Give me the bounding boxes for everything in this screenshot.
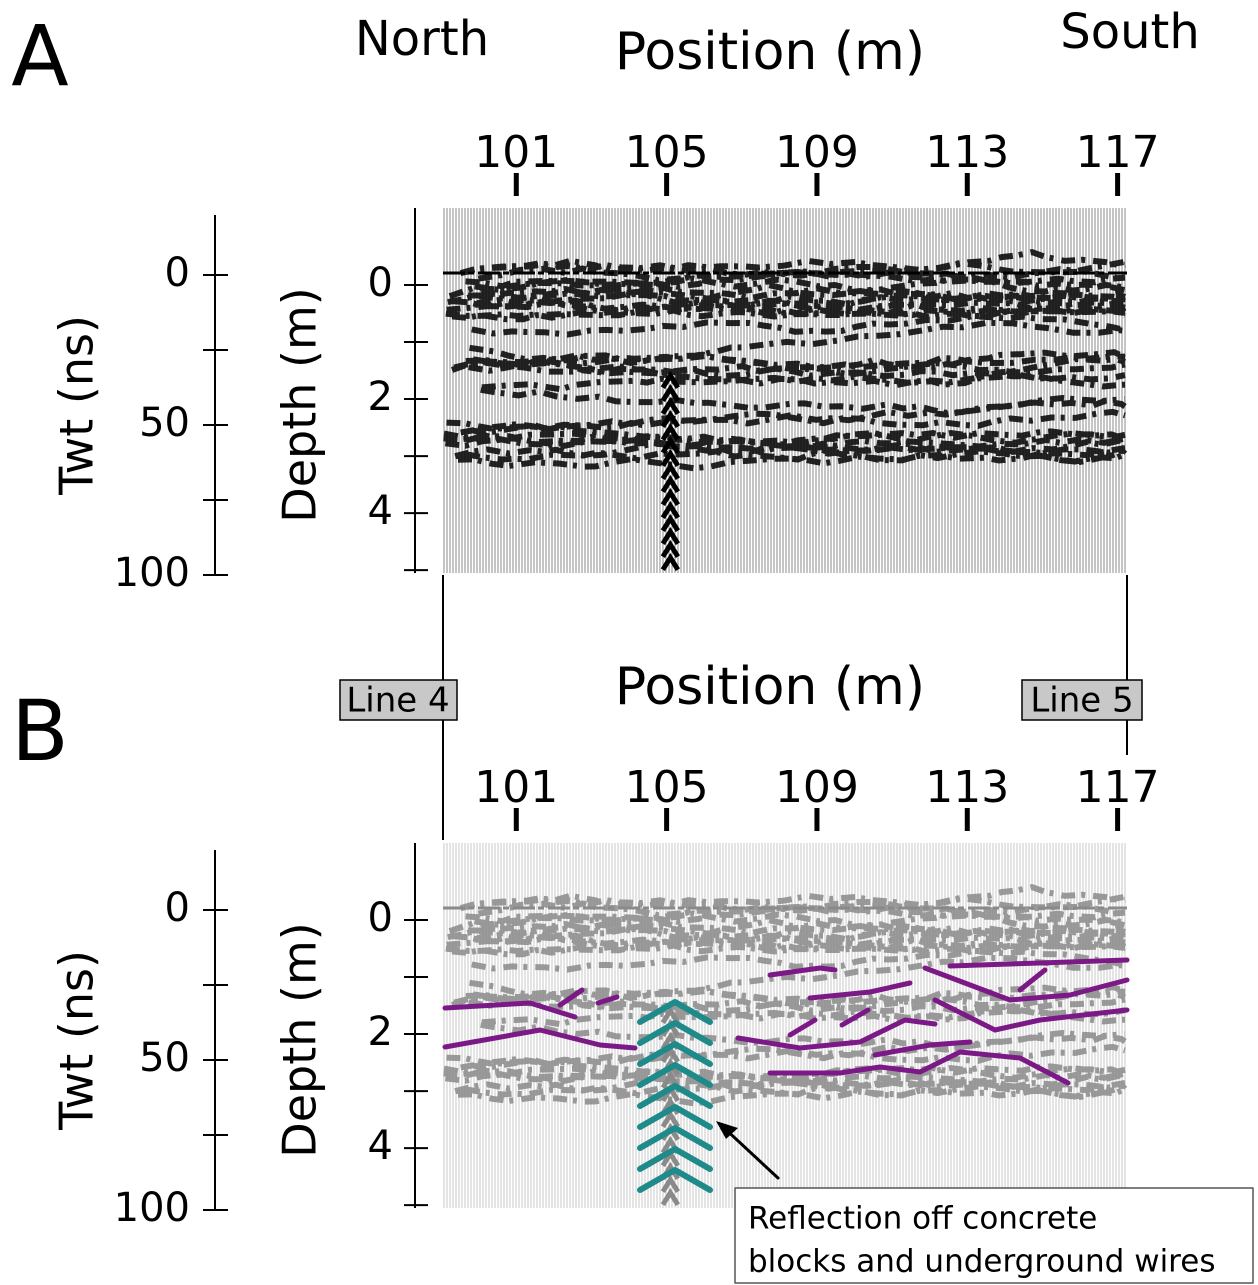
reflector — [442, 1027, 638, 1051]
chevron — [637, 1167, 713, 1193]
y2-axis-title: Twt (ns) — [50, 315, 104, 496]
y-tick-label: 4 — [368, 488, 393, 534]
x-tick-label: 113 — [925, 127, 1009, 178]
x-tick-label: 101 — [474, 127, 558, 178]
chevron — [637, 1062, 713, 1088]
chevron — [637, 999, 713, 1025]
reflector — [442, 1000, 578, 1020]
chevron — [637, 1041, 713, 1067]
x-tick-label: 105 — [625, 762, 709, 813]
reflector-lines — [442, 957, 1130, 1086]
x-tick-label: 109 — [775, 762, 859, 813]
direction-label: South — [1060, 4, 1200, 60]
annotation: Reflection off concrete — [748, 1201, 1097, 1237]
hyperbola-texture — [660, 370, 681, 571]
y2-tick-label: 0 — [165, 250, 190, 296]
hyperbola — [637, 999, 713, 1193]
y-axis-title: Depth (m) — [273, 922, 327, 1157]
x-tick-label: 117 — [1076, 127, 1160, 178]
reflection-texture — [443, 883, 1128, 1107]
interpretation — [442, 957, 1254, 1284]
link-box — [1021, 679, 1143, 721]
panel-label: B — [11, 682, 69, 780]
direction-label: North — [355, 11, 489, 67]
x-tick-label: 117 — [1076, 762, 1160, 813]
x-tick-label: 113 — [925, 762, 1009, 813]
annotation-box — [734, 1187, 1254, 1284]
y2-tick-label: 100 — [114, 1185, 190, 1231]
y-tick-label: 2 — [368, 374, 393, 420]
y2-axis-title: Twt (ns) — [50, 950, 104, 1131]
y-tick-label: 4 — [368, 1123, 393, 1169]
chevron — [637, 1083, 713, 1109]
reflector — [872, 1039, 973, 1058]
chevron — [637, 1020, 713, 1046]
chevron — [637, 1146, 713, 1172]
reflector — [557, 987, 585, 1008]
reflector — [1017, 967, 1048, 993]
panel-label: A — [11, 7, 68, 105]
y2-tick-label: 50 — [139, 400, 190, 446]
reflector — [767, 1049, 1071, 1086]
y-axis-title: Depth (m) — [273, 287, 327, 522]
reflection-texture — [443, 248, 1128, 472]
arrow — [720, 1124, 780, 1180]
y-tick-label: 2 — [368, 1009, 393, 1055]
reflector — [807, 980, 913, 1001]
reflector — [947, 957, 1130, 969]
reflector — [595, 994, 620, 1006]
y2-tick-label: 0 — [165, 885, 190, 931]
arrow-head — [716, 1121, 738, 1139]
y-tick-label: 0 — [368, 895, 393, 941]
reflector — [735, 1017, 938, 1051]
reflector — [839, 1007, 871, 1028]
chevron — [637, 1125, 713, 1151]
x-axis-title: Position (m) — [615, 22, 925, 82]
reflector — [932, 997, 1130, 1033]
chevron — [637, 1104, 713, 1130]
link-label: Line 5 — [1030, 681, 1133, 721]
layers — [203, 173, 1128, 1211]
x-axis-title: Position (m) — [615, 657, 925, 717]
x-tick-label: 101 — [474, 762, 558, 813]
reflector — [922, 965, 1130, 1003]
link-label: Line 4 — [346, 681, 449, 721]
x-tick-label: 109 — [775, 127, 859, 178]
reflector — [767, 965, 838, 978]
x-tick-label: 105 — [625, 127, 709, 178]
y2-tick-label: 100 — [114, 550, 190, 596]
annotation: blocks and underground wires — [748, 1244, 1215, 1280]
y2-tick-label: 50 — [139, 1035, 190, 1081]
link-box — [339, 679, 458, 721]
reflector — [787, 1017, 818, 1038]
y-tick-label: 0 — [368, 260, 393, 306]
